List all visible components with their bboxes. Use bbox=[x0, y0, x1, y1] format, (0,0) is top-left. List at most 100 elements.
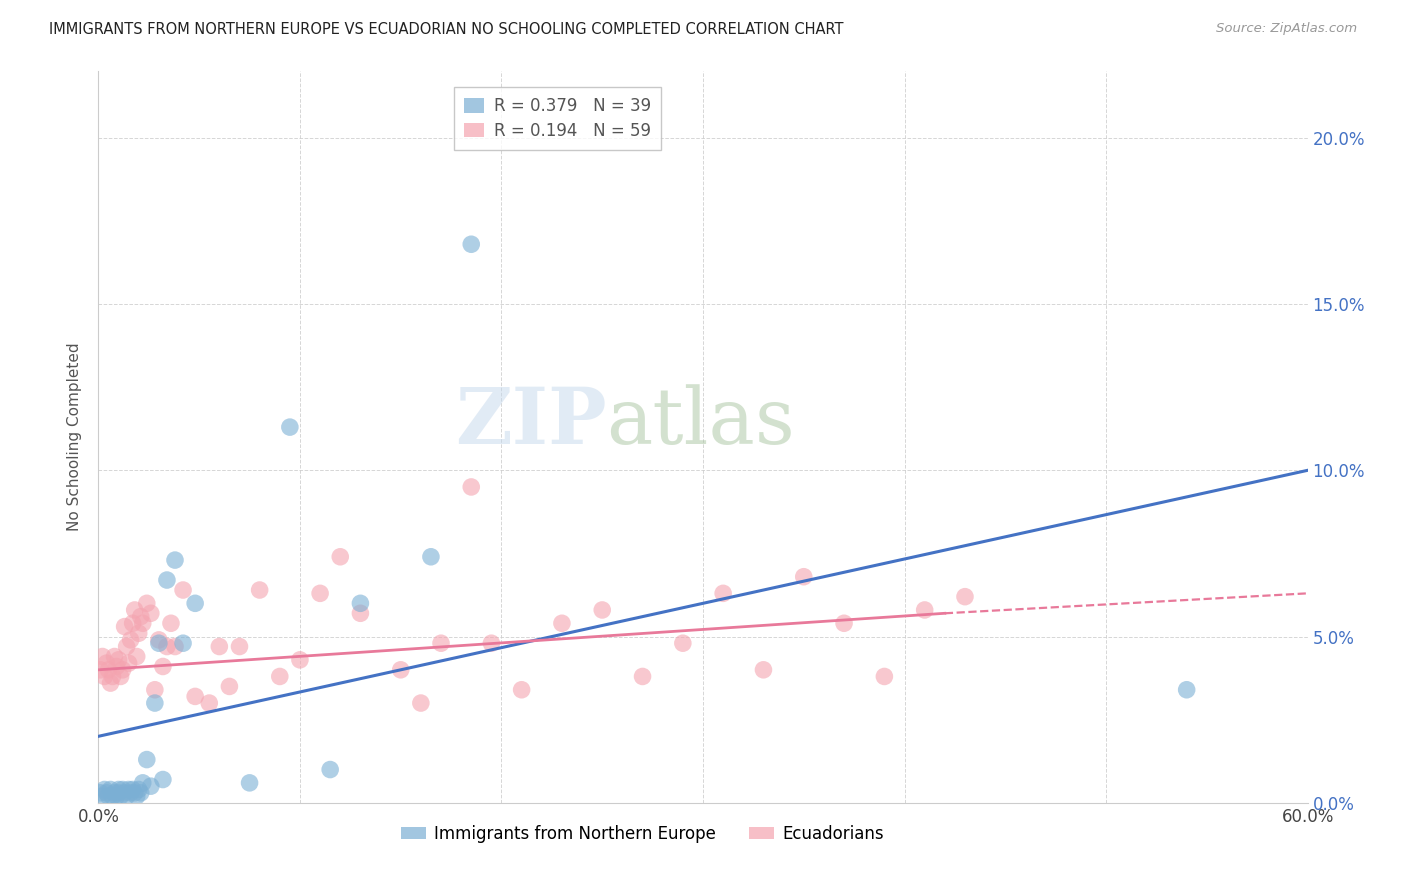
Point bbox=[139, 607, 162, 621]
Point bbox=[288, 653, 311, 667]
Point bbox=[953, 590, 976, 604]
Point bbox=[914, 603, 936, 617]
Point bbox=[239, 776, 262, 790]
Point bbox=[132, 616, 155, 631]
Point bbox=[752, 663, 775, 677]
Point bbox=[124, 603, 146, 617]
Point bbox=[184, 596, 207, 610]
Point bbox=[591, 603, 613, 617]
Point bbox=[172, 636, 194, 650]
Point bbox=[278, 420, 301, 434]
Point bbox=[101, 669, 124, 683]
Point bbox=[97, 663, 120, 677]
Point bbox=[120, 786, 142, 800]
Point bbox=[389, 663, 412, 677]
Point bbox=[156, 573, 179, 587]
Point bbox=[128, 626, 150, 640]
Point bbox=[198, 696, 221, 710]
Point bbox=[249, 582, 271, 597]
Point bbox=[97, 789, 120, 804]
Point bbox=[96, 786, 118, 800]
Point bbox=[510, 682, 533, 697]
Point bbox=[460, 237, 482, 252]
Point bbox=[152, 772, 174, 787]
Point bbox=[128, 782, 150, 797]
Point bbox=[409, 696, 432, 710]
Point bbox=[163, 553, 186, 567]
Point bbox=[148, 636, 170, 650]
Point bbox=[114, 786, 136, 800]
Point bbox=[420, 549, 443, 564]
Point bbox=[208, 640, 231, 654]
Point bbox=[118, 782, 141, 797]
Point bbox=[319, 763, 342, 777]
Point bbox=[309, 586, 332, 600]
Point bbox=[129, 786, 152, 800]
Point bbox=[172, 582, 194, 597]
Point bbox=[100, 676, 122, 690]
Point bbox=[349, 607, 371, 621]
Point bbox=[631, 669, 654, 683]
Point bbox=[139, 779, 162, 793]
Point bbox=[132, 776, 155, 790]
Point bbox=[91, 649, 114, 664]
Point bbox=[218, 680, 240, 694]
Point bbox=[93, 782, 115, 797]
Point bbox=[114, 619, 136, 633]
Point bbox=[1175, 682, 1198, 697]
Point bbox=[184, 690, 207, 704]
Y-axis label: No Schooling Completed: No Schooling Completed bbox=[67, 343, 83, 532]
Point bbox=[111, 782, 134, 797]
Point bbox=[107, 786, 129, 800]
Point bbox=[148, 632, 170, 647]
Point bbox=[107, 782, 129, 797]
Point bbox=[125, 649, 148, 664]
Point bbox=[121, 782, 143, 797]
Text: ZIP: ZIP bbox=[454, 384, 606, 460]
Point bbox=[105, 659, 128, 673]
Point bbox=[93, 669, 115, 683]
Point bbox=[96, 656, 118, 670]
Point bbox=[832, 616, 855, 631]
Point bbox=[105, 789, 128, 804]
Point bbox=[160, 616, 183, 631]
Point bbox=[228, 640, 250, 654]
Point bbox=[111, 663, 134, 677]
Point bbox=[100, 782, 122, 797]
Point bbox=[101, 789, 124, 804]
Point bbox=[460, 480, 482, 494]
Point bbox=[124, 786, 146, 800]
Point bbox=[107, 653, 129, 667]
Point bbox=[89, 663, 111, 677]
Point bbox=[89, 786, 111, 800]
Text: Source: ZipAtlas.com: Source: ZipAtlas.com bbox=[1216, 22, 1357, 36]
Point bbox=[873, 669, 896, 683]
Point bbox=[329, 549, 352, 564]
Point bbox=[430, 636, 453, 650]
Legend: Immigrants from Northern Europe, Ecuadorians: Immigrants from Northern Europe, Ecuador… bbox=[394, 818, 891, 849]
Point bbox=[269, 669, 291, 683]
Point bbox=[143, 696, 166, 710]
Point bbox=[115, 789, 138, 804]
Point bbox=[349, 596, 371, 610]
Point bbox=[481, 636, 503, 650]
Point bbox=[125, 789, 148, 804]
Point bbox=[129, 609, 152, 624]
Point bbox=[551, 616, 574, 631]
Point bbox=[143, 682, 166, 697]
Point bbox=[135, 753, 157, 767]
Point bbox=[110, 789, 132, 804]
Point bbox=[121, 616, 143, 631]
Text: IMMIGRANTS FROM NORTHERN EUROPE VS ECUADORIAN NO SCHOOLING COMPLETED CORRELATION: IMMIGRANTS FROM NORTHERN EUROPE VS ECUAD… bbox=[49, 22, 844, 37]
Point bbox=[120, 632, 142, 647]
Point bbox=[711, 586, 734, 600]
Point bbox=[103, 786, 125, 800]
Point bbox=[118, 656, 141, 670]
Point bbox=[91, 789, 114, 804]
Point bbox=[103, 649, 125, 664]
Point bbox=[672, 636, 695, 650]
Point bbox=[135, 596, 157, 610]
Point bbox=[156, 640, 179, 654]
Text: atlas: atlas bbox=[606, 384, 794, 460]
Point bbox=[793, 570, 815, 584]
